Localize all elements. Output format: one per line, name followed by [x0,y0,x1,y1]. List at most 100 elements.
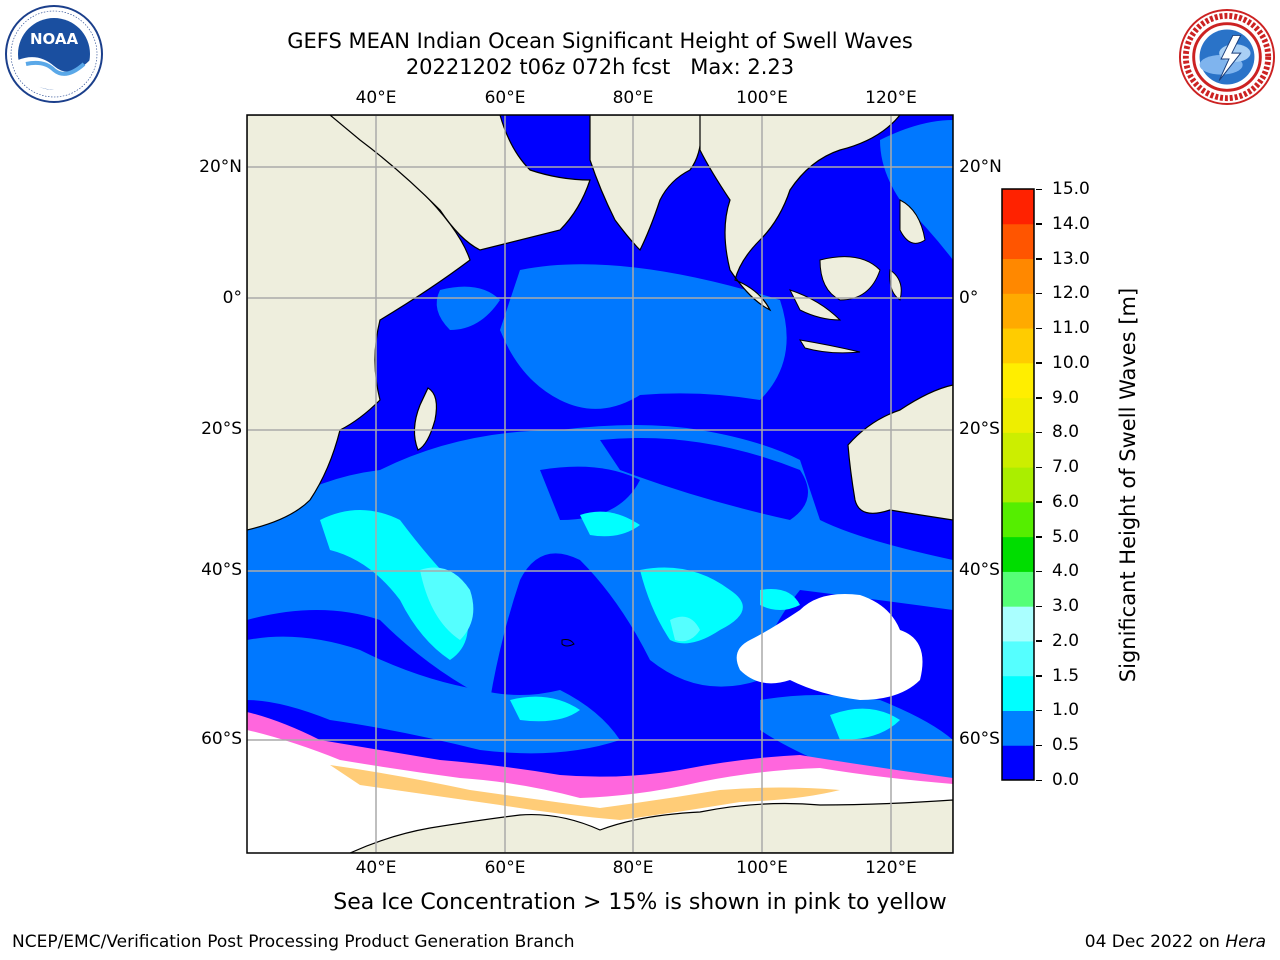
lon-tick-top: 40°E [355,88,397,108]
sea-ice-caption: Sea Ice Concentration > 15% is shown in … [333,890,947,915]
lon-tick-bottom: 80°E [612,858,654,878]
colorbar-tick-label: 10.0 [1052,352,1090,373]
swell-band-cyan-southeast [830,708,900,740]
india-land [589,115,702,252]
lat-tick-left: 0° [222,288,242,308]
colorbar-tick-label: 7.0 [1052,457,1080,478]
lat-tick-right: 60°S [959,729,1000,749]
colorbar-segment [1002,571,1034,607]
colorbar-segment [1002,397,1034,433]
lon-tick-top: 120°E [865,88,917,108]
colorbar-segment [1002,710,1034,746]
colorbar-tick-mark [1036,258,1042,260]
colorbar-segment [1002,536,1034,572]
philippines-land [899,199,926,244]
lat-tick-right: 0° [959,288,979,308]
colorbar-tick-mark [1036,570,1042,573]
colorbar-segment [1002,223,1034,260]
kerguelen-outline [561,639,575,647]
lat-tick-left: 20°N [199,157,242,177]
colorbar-segment [1002,189,1034,225]
colorbar-segment [1002,501,1034,538]
footer-credit: NCEP/EMC/Verification Post Processing Pr… [12,932,575,952]
antarctica-land [349,799,953,853]
colorbar-tick-label: 11.0 [1052,318,1090,339]
colorbar-segment [1002,467,1034,503]
southeast-asia-land [699,115,901,312]
map-frame [246,114,954,854]
colorbar-segment [1002,745,1034,781]
colorbar-tick-label: 0.5 [1052,735,1080,756]
swell-band-equatorial [500,264,787,409]
sea-ice-edge-yellow [330,765,840,820]
lat-tick-right: 20°S [959,419,1000,439]
colorbar-tick-mark [1036,188,1042,190]
swell-band-cyan-central [640,567,743,644]
lat-tick-right: 40°S [959,560,1000,580]
colorbar-segment [1002,640,1034,677]
lon-tick-bottom: 40°E [355,858,397,878]
colorbar-tick-mark [1036,466,1042,469]
chart-subtitle: 20221202 t06z 072h fcst Max: 2.23 [405,55,795,79]
colorbar-label: Significant Height of Swell Waves [m] [1116,287,1140,683]
colorbar-tick-mark [1036,709,1042,712]
swell-band-pacific [880,120,953,260]
colorbar-tick-label: 15.0 [1052,179,1090,199]
colorbar-tick-label: 13.0 [1052,248,1090,269]
lat-tick-left: 60°S [201,729,242,749]
colorbar-segment [1002,675,1034,711]
colorbar-segment [1002,606,1034,642]
colorbar-tick-mark [1036,675,1042,677]
colorbar-tick-label: 1.0 [1052,700,1080,721]
lon-tick-bottom: 120°E [865,858,917,878]
lon-tick-bottom: 100°E [736,858,788,878]
noaa-logo-icon: NOAA [5,5,103,103]
chart-title: GEFS MEAN Indian Ocean Significant Heigh… [287,29,913,53]
colorbar-tick-label: 1.5 [1052,665,1080,686]
colorbar-tick-mark [1036,397,1042,399]
nws-logo-icon [1178,8,1276,106]
colorbar-tick-label: 12.0 [1052,283,1090,304]
colorbar-tick-mark [1036,501,1042,503]
colorbar-tick-label: 8.0 [1052,422,1080,443]
swell-band-cyan-west [320,510,468,660]
colorbar-segment [1002,293,1034,329]
colorbar-tick-label: 3.0 [1052,596,1080,617]
noaa-logo-text: NOAA [30,30,79,48]
swell-band-south-west [247,636,620,754]
colorbar-tick-label: 5.0 [1052,526,1080,547]
madagascar-land [413,387,438,451]
colorbar-tick-mark [1036,640,1042,642]
colorbar-tick-label: 14.0 [1052,213,1090,234]
lon-tick-top: 60°E [484,88,526,108]
lat-tick-left: 40°S [201,560,242,580]
footer-date-text: 04 Dec 2022 on [1084,932,1226,952]
colorbar-segment [1002,258,1034,294]
lat-tick-left: 20°S [201,419,242,439]
footer-date: 04 Dec 2022 on Hera [1085,932,1266,952]
lon-tick-bottom: 60°E [484,858,526,878]
swell-band-max-area [420,567,474,640]
sea-ice-edge-pink [247,712,953,798]
colorbar-tick-label: 2.0 [1052,630,1080,651]
arabia-land [329,115,591,251]
colorbar-tick-mark [1036,327,1042,330]
colorbar-tick-mark [1036,223,1042,225]
colorbar-tick-mark [1036,292,1042,295]
no-data-region [736,594,923,700]
borneo-land [819,256,881,301]
java-land [798,339,861,354]
colorbar-tick-label: 6.0 [1052,491,1080,512]
colorbar-tick-mark [1036,536,1042,538]
colorbar-tick-label: 4.0 [1052,561,1080,582]
footer-machine: Hera [1225,932,1266,952]
swell-band-cyan-patch [580,511,640,537]
colorbar-tick-mark [1036,431,1042,434]
map-gridlines [247,115,953,853]
colorbar-tick-label: 9.0 [1052,387,1080,408]
colorbar-tick-mark [1036,362,1042,364]
colorbar-tick-label: 0.0 [1052,770,1080,790]
lat-tick-right: 20°N [959,157,1002,177]
colorbar-tick-mark [1036,605,1042,608]
